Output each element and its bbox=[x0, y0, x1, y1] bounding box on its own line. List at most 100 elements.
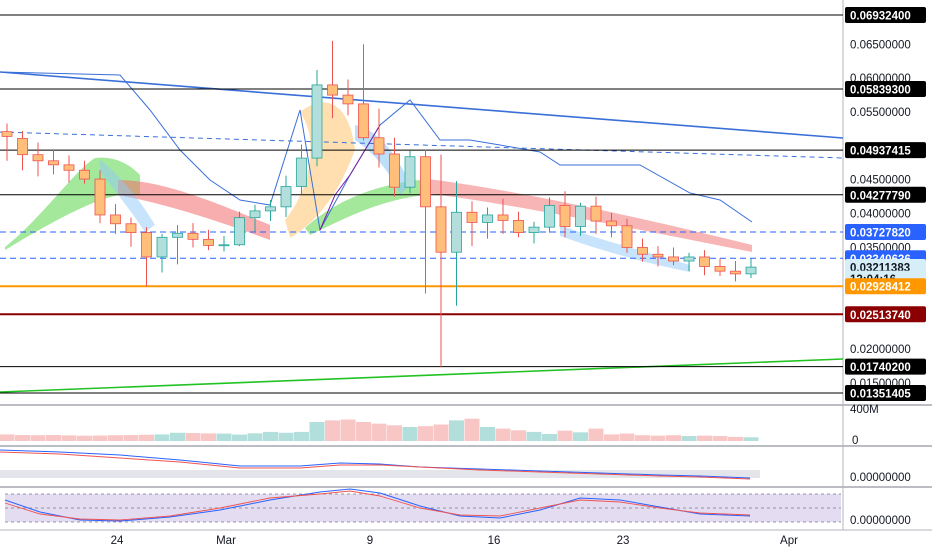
candle-body bbox=[218, 244, 230, 247]
y-tick-3: 0.04500000 bbox=[850, 175, 911, 187]
level-0584-label: 0.05839300 bbox=[850, 85, 911, 97]
volume-bar bbox=[464, 418, 480, 441]
candle-body bbox=[389, 153, 400, 188]
volume-bar bbox=[309, 422, 325, 441]
volume-bar bbox=[278, 432, 294, 441]
candle-body bbox=[94, 178, 106, 216]
volume-bar bbox=[635, 435, 650, 441]
volume-bar bbox=[170, 432, 185, 441]
volume-bar bbox=[247, 433, 263, 441]
volume-bar bbox=[542, 433, 557, 441]
candle-body bbox=[513, 219, 524, 233]
candle-body bbox=[311, 84, 323, 159]
candle-body bbox=[203, 238, 214, 246]
volume-bar bbox=[123, 435, 139, 441]
level-0293-label: 0.02928412 bbox=[850, 282, 911, 294]
candle-body bbox=[590, 205, 602, 222]
candle-body bbox=[234, 217, 245, 246]
volume-bar bbox=[294, 431, 309, 441]
volume-bar bbox=[263, 431, 278, 441]
x-tick-16: 16 bbox=[488, 535, 501, 547]
volume-bar bbox=[743, 437, 759, 441]
candle-body bbox=[637, 247, 648, 255]
volume-bar bbox=[573, 432, 588, 441]
candle-body bbox=[48, 160, 59, 166]
candle-body bbox=[63, 164, 75, 171]
macd-histogram bbox=[0, 470, 760, 478]
candle-body bbox=[327, 84, 338, 96]
volume-bar bbox=[108, 435, 123, 441]
macd-signal-line bbox=[0, 451, 751, 480]
volume-bar bbox=[650, 435, 666, 441]
volume-bar bbox=[480, 426, 495, 441]
volume-bar bbox=[154, 434, 170, 441]
candle-body bbox=[714, 266, 726, 272]
volume-bar bbox=[526, 431, 542, 441]
volume-bar bbox=[30, 435, 46, 441]
volume-axis-zero: 0 bbox=[852, 435, 858, 447]
level-0494-label: 0.04937415 bbox=[850, 146, 911, 158]
rsi-signal-line bbox=[4, 490, 751, 521]
candle-body bbox=[358, 103, 369, 139]
candle-body bbox=[187, 232, 199, 240]
level-0428-label: 0.04277790 bbox=[850, 190, 911, 202]
level-0494-label-bg bbox=[845, 142, 926, 159]
level-0293-label-bg bbox=[845, 278, 926, 295]
candle-body bbox=[652, 253, 664, 258]
candle-body bbox=[482, 214, 493, 223]
trendline-down-blue bbox=[0, 71, 844, 139]
x-tick-Apr: Apr bbox=[780, 535, 798, 547]
volume-bar bbox=[697, 435, 712, 441]
candle-body bbox=[575, 205, 586, 227]
level-0693-label-bg bbox=[845, 7, 926, 23]
x-tick-9: 9 bbox=[367, 535, 373, 547]
candle-body bbox=[559, 205, 571, 227]
volume-bar bbox=[15, 435, 30, 441]
volume-bar bbox=[92, 435, 108, 441]
rsi-line bbox=[4, 488, 751, 522]
candle-body bbox=[141, 232, 152, 258]
candle-body bbox=[528, 226, 540, 233]
level-0174-label: 0.01740200 bbox=[850, 362, 911, 374]
volume-bar bbox=[325, 420, 340, 441]
volume-bar bbox=[418, 426, 433, 441]
candle-body bbox=[265, 206, 276, 212]
candle-body bbox=[373, 137, 385, 155]
rsi-pane bbox=[4, 488, 841, 523]
y-tick-2: 0.05500000 bbox=[850, 107, 911, 119]
macd-axis-zero: 0.00000000 bbox=[850, 472, 911, 484]
ribbon-orange bbox=[285, 102, 355, 238]
candle-body bbox=[1, 131, 13, 137]
candle-body bbox=[17, 138, 28, 156]
level-0251-label: 0.02513740 bbox=[850, 310, 911, 322]
volume-bar bbox=[728, 436, 743, 441]
level-0693-label: 0.06932400 bbox=[850, 11, 911, 23]
volume-bar bbox=[588, 428, 604, 441]
candle-body bbox=[156, 236, 168, 258]
ribbon-green bbox=[5, 157, 140, 250]
candle-body bbox=[125, 223, 137, 233]
volume-bar bbox=[433, 424, 449, 441]
volume-bar bbox=[356, 422, 371, 441]
candle-body bbox=[79, 169, 90, 180]
volume-bar bbox=[557, 430, 573, 441]
level-0373-label: 0.03727820 bbox=[850, 228, 911, 240]
y-tick-6: 0.02000000 bbox=[850, 344, 911, 356]
candle-body bbox=[699, 256, 710, 267]
volume-bar bbox=[495, 428, 511, 441]
candle-body bbox=[466, 211, 478, 223]
x-tick-23: 23 bbox=[617, 535, 630, 547]
volume-bar bbox=[371, 423, 387, 441]
ribbon-lightblue-2 bbox=[100, 160, 155, 232]
candle-body bbox=[668, 256, 679, 262]
volume-bar bbox=[619, 433, 635, 441]
candle-body bbox=[730, 270, 741, 275]
volume-bar bbox=[185, 433, 201, 441]
volume-bar bbox=[449, 420, 464, 441]
macd-line bbox=[0, 449, 751, 479]
volume-bar bbox=[666, 435, 681, 441]
x-tick-24: 24 bbox=[111, 535, 124, 547]
candle-body bbox=[404, 156, 416, 188]
candle-body bbox=[32, 154, 44, 162]
